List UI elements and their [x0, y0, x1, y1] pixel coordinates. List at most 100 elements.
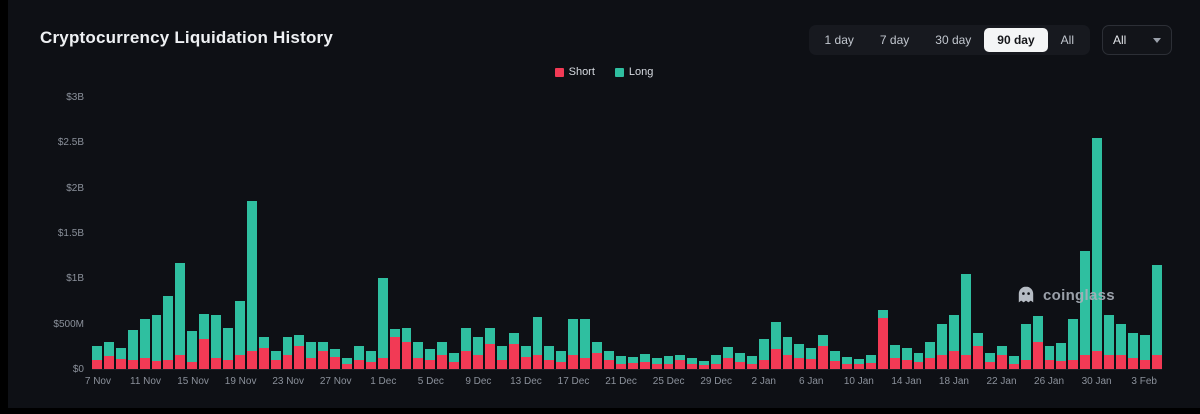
bar[interactable] [390, 97, 400, 369]
bar[interactable] [818, 97, 828, 369]
range-button-1day[interactable]: 1 day [812, 28, 867, 52]
bar[interactable] [628, 97, 638, 369]
bar[interactable] [604, 97, 614, 369]
bar[interactable] [961, 97, 971, 369]
bar[interactable] [687, 97, 697, 369]
bar[interactable] [259, 97, 269, 369]
bar[interactable] [592, 97, 602, 369]
bar[interactable] [699, 97, 709, 369]
bar[interactable] [544, 97, 554, 369]
bar[interactable] [1056, 97, 1066, 369]
bar[interactable] [1152, 97, 1162, 369]
bar[interactable] [378, 97, 388, 369]
bar[interactable] [664, 97, 674, 369]
bar[interactable] [473, 97, 483, 369]
bar[interactable] [485, 97, 495, 369]
bar[interactable] [163, 97, 173, 369]
legend-item-short[interactable]: Short [555, 66, 595, 78]
short-segment [211, 358, 221, 369]
bar[interactable] [271, 97, 281, 369]
range-button-90day[interactable]: 90 day [984, 28, 1047, 52]
bar[interactable] [973, 97, 983, 369]
bar[interactable] [283, 97, 293, 369]
bar[interactable] [425, 97, 435, 369]
legend-item-long[interactable]: Long [615, 66, 653, 78]
bar[interactable] [640, 97, 650, 369]
bar[interactable] [533, 97, 543, 369]
bar[interactable] [759, 97, 769, 369]
bar[interactable] [330, 97, 340, 369]
bar[interactable] [783, 97, 793, 369]
short-segment [723, 358, 733, 369]
bar[interactable] [509, 97, 519, 369]
bar[interactable] [568, 97, 578, 369]
bar[interactable] [652, 97, 662, 369]
bar[interactable] [497, 97, 507, 369]
bar[interactable] [187, 97, 197, 369]
bar[interactable] [294, 97, 304, 369]
bar[interactable] [175, 97, 185, 369]
bar[interactable] [211, 97, 221, 369]
symbol-filter-select[interactable]: All [1102, 25, 1172, 55]
bar[interactable] [354, 97, 364, 369]
bar[interactable] [306, 97, 316, 369]
bar[interactable] [1116, 97, 1126, 369]
bar[interactable] [116, 97, 126, 369]
bar[interactable] [771, 97, 781, 369]
bar[interactable] [366, 97, 376, 369]
bar[interactable] [1021, 97, 1031, 369]
bar[interactable] [711, 97, 721, 369]
bar[interactable] [914, 97, 924, 369]
bar[interactable] [806, 97, 816, 369]
bar[interactable] [1045, 97, 1055, 369]
bar[interactable] [92, 97, 102, 369]
bar[interactable] [675, 97, 685, 369]
bar[interactable] [925, 97, 935, 369]
bar[interactable] [152, 97, 162, 369]
bar[interactable] [1092, 97, 1102, 369]
bar[interactable] [556, 97, 566, 369]
range-button-all[interactable]: All [1048, 28, 1087, 52]
bar[interactable] [616, 97, 626, 369]
bar[interactable] [449, 97, 459, 369]
bar[interactable] [997, 97, 1007, 369]
bar[interactable] [437, 97, 447, 369]
bar[interactable] [985, 97, 995, 369]
bar[interactable] [247, 97, 257, 369]
bar[interactable] [235, 97, 245, 369]
bar[interactable] [723, 97, 733, 369]
bar[interactable] [854, 97, 864, 369]
bar[interactable] [890, 97, 900, 369]
bar[interactable] [842, 97, 852, 369]
bar[interactable] [794, 97, 804, 369]
bar[interactable] [1128, 97, 1138, 369]
bar[interactable] [413, 97, 423, 369]
range-button-30day[interactable]: 30 day [922, 28, 984, 52]
bar[interactable] [937, 97, 947, 369]
bar[interactable] [735, 97, 745, 369]
bar[interactable] [830, 97, 840, 369]
bar[interactable] [461, 97, 471, 369]
bar[interactable] [140, 97, 150, 369]
bar[interactable] [1068, 97, 1078, 369]
bar[interactable] [342, 97, 352, 369]
bar[interactable] [104, 97, 114, 369]
bar[interactable] [1080, 97, 1090, 369]
bar[interactable] [580, 97, 590, 369]
bar[interactable] [521, 97, 531, 369]
bar[interactable] [878, 97, 888, 369]
bar[interactable] [1009, 97, 1019, 369]
bar[interactable] [1104, 97, 1114, 369]
bar[interactable] [199, 97, 209, 369]
bar[interactable] [223, 97, 233, 369]
range-button-7day[interactable]: 7 day [867, 28, 922, 52]
bar[interactable] [747, 97, 757, 369]
bar[interactable] [402, 97, 412, 369]
bar[interactable] [866, 97, 876, 369]
bar[interactable] [902, 97, 912, 369]
bar[interactable] [128, 97, 138, 369]
bar[interactable] [1140, 97, 1150, 369]
bar[interactable] [318, 97, 328, 369]
bar[interactable] [1033, 97, 1043, 369]
bar[interactable] [949, 97, 959, 369]
